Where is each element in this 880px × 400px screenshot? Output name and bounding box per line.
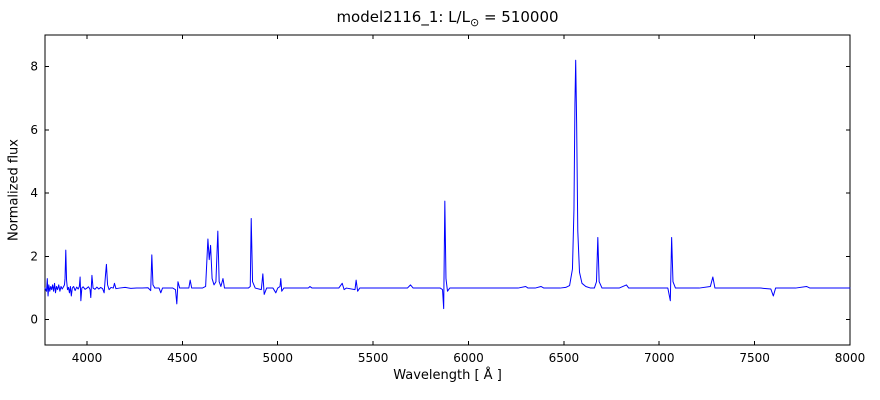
y-axis-label: Normalized flux xyxy=(6,139,22,241)
axes-frame xyxy=(44,34,851,346)
y-tick-label: 4 xyxy=(30,186,38,200)
spectrum-line xyxy=(44,59,851,310)
chart-title-sun-symbol: ⊙ xyxy=(469,16,480,29)
x-tick-label: 4500 xyxy=(167,351,198,365)
x-tick-label: 5500 xyxy=(358,351,389,365)
x-axis-label: Wavelength [ Å ] xyxy=(393,368,502,383)
x-tick-label: 5000 xyxy=(262,351,293,365)
x-tick-label: 6500 xyxy=(549,351,580,365)
x-tick-label: 6000 xyxy=(453,351,484,365)
chart-title-suffix: = 510000 xyxy=(479,8,559,26)
x-tick-label: 7500 xyxy=(739,351,770,365)
y-tick-label: 2 xyxy=(30,249,38,263)
x-tick-label: 4000 xyxy=(72,351,103,365)
x-tick-label: 7000 xyxy=(644,351,675,365)
x-tick-label: 8000 xyxy=(835,351,866,365)
y-tick-label: 8 xyxy=(30,60,38,74)
chart-title: model2116_1: L/L⊙ = 510000 xyxy=(45,8,850,29)
y-tick-label: 0 xyxy=(30,313,38,327)
chart-title-prefix: model2116_1: L/L xyxy=(336,8,470,26)
y-tick-label: 6 xyxy=(30,123,38,137)
